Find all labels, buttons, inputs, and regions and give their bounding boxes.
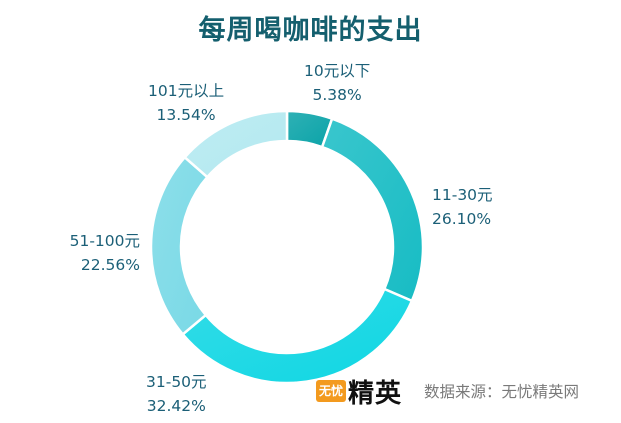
label-value-2: 32.42% [146,397,206,415]
donut-slice-1 [320,117,425,303]
data-label-3: 51-100元 22.56% [70,229,140,277]
label-category-0: 10元以下 [304,62,371,80]
label-value-3: 22.56% [80,256,140,274]
brand-logo: 无忧 精英 [316,375,403,409]
data-label-4: 101元以上 13.54% [148,79,224,127]
source-note: 数据来源：无忧精英网 [424,383,580,401]
label-category-4: 101元以上 [148,82,225,100]
label-category-1: 11-30元 [432,186,493,204]
data-label-0: 10元以下 5.38% [304,59,370,107]
brand-name: 精英 [348,378,403,409]
donut-slice-3 [149,155,210,337]
data-label-2: 31-50元 32.42% [146,370,207,418]
donut-slice-2 [180,287,414,385]
label-category-3: 51-100元 [69,232,140,250]
label-value-0: 5.38% [312,86,362,104]
chart-title: 每周喝咖啡的支出 [198,15,423,46]
brand-badge: 无忧 [316,380,347,402]
label-value-4: 13.54% [156,106,216,124]
label-value-1: 26.10% [432,210,492,228]
data-label-1: 11-30元 26.10% [432,183,493,231]
label-category-2: 31-50元 [146,373,207,391]
donut-slice-4 [182,109,289,179]
